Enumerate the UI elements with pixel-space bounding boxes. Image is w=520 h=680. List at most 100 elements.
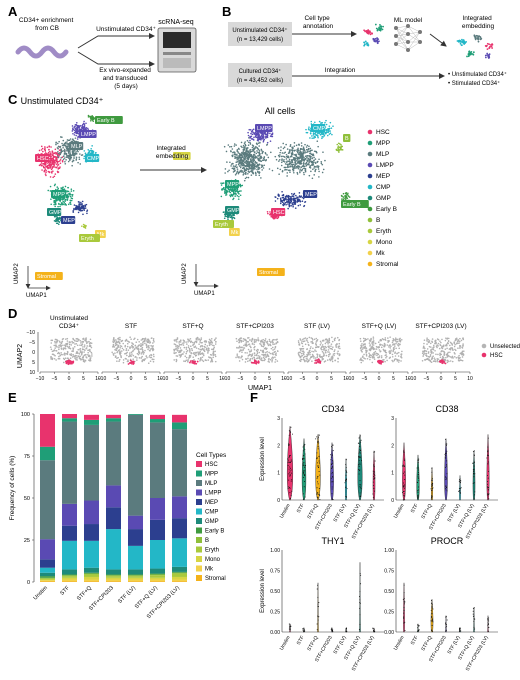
umap-dot (41, 147, 44, 150)
umap-dot (188, 348, 191, 351)
umap-dot (128, 352, 131, 354)
umap-dot (275, 354, 277, 357)
tick-label: 0 (254, 376, 257, 382)
umap-dot (320, 355, 323, 358)
umap-dot (311, 153, 314, 156)
umap-dot (91, 152, 94, 155)
umap-dot (262, 140, 265, 143)
umap-dot (243, 146, 246, 148)
umap-dot (324, 132, 327, 135)
umap-dot (265, 356, 267, 359)
umap-dot (277, 147, 280, 149)
umap-dot (66, 198, 69, 201)
umap-dot (368, 354, 371, 357)
cluster-label-text: GMP (49, 210, 62, 216)
umap-dot (325, 346, 327, 349)
umap-dot (257, 142, 260, 144)
umap-dot (337, 360, 339, 363)
umap-dot (322, 168, 325, 171)
tick-label: −10 (36, 376, 45, 382)
cluster-label-text: HSC (37, 156, 49, 162)
umap-dot (136, 347, 138, 349)
umap-dot (359, 337, 362, 340)
umap-dot (83, 126, 86, 129)
umap-dot (83, 124, 86, 126)
umap-dot (297, 199, 299, 201)
umap-axes-left: UMAP2 UMAP1 (14, 263, 51, 299)
umap-dot (291, 149, 294, 151)
umap-dot (150, 337, 153, 340)
umap-dot (289, 197, 292, 200)
umap-dot (69, 195, 72, 198)
umap-dot (178, 354, 181, 356)
umap-dot (62, 344, 64, 347)
hsc-dot (319, 360, 321, 363)
umap-dot (182, 339, 185, 341)
umap-dot (379, 350, 382, 353)
umap-dot (48, 145, 50, 148)
umap-dot (45, 171, 47, 174)
umap-dot (227, 187, 230, 190)
umap-dot (199, 358, 202, 361)
tick-label: −10 (222, 376, 231, 382)
umap-dot (303, 173, 305, 176)
umap-dot (236, 353, 239, 355)
umap-dot (284, 163, 287, 165)
tick-label: 5 (392, 376, 395, 382)
umap-dot (230, 145, 233, 148)
umap-dot (121, 347, 124, 350)
umap-dot (229, 161, 231, 164)
umap-dot (239, 185, 242, 188)
umap-dot (261, 164, 264, 167)
umap-dot (304, 155, 307, 158)
umap-dot (132, 358, 134, 360)
umap-dot (66, 195, 69, 198)
umap-dot (67, 203, 70, 206)
umap-dot (253, 340, 256, 342)
umap-dot (234, 157, 237, 159)
umap-dot (66, 190, 69, 192)
umap-dot (112, 354, 115, 356)
umap-dot (229, 188, 231, 191)
umap-dot (423, 342, 425, 345)
umap-dot (61, 341, 63, 344)
umap-dot (57, 156, 60, 159)
umap-dot (245, 176, 248, 179)
umap-dot (283, 152, 285, 154)
network-edge (395, 25, 409, 45)
umap-dot (52, 152, 54, 155)
umap-dot (362, 337, 365, 340)
hsc-dot (314, 359, 317, 362)
hsc-dot (257, 362, 260, 364)
umap-dot (58, 203, 60, 205)
umap-dot (178, 344, 181, 346)
umap-dot (71, 350, 73, 352)
umap-dot (81, 358, 83, 361)
umap-dot (370, 337, 372, 340)
umap-dot (288, 163, 290, 165)
umap-dot (313, 159, 315, 162)
umap-dot (247, 147, 249, 149)
umap-dot (306, 337, 309, 340)
umap-dot (53, 156, 56, 158)
umap-dot (317, 165, 320, 168)
umap-dot (62, 146, 64, 149)
umap-dot (241, 358, 244, 361)
umap-dot (57, 163, 60, 166)
umap-dot (248, 170, 250, 173)
umap-dot (365, 352, 367, 354)
umap-dot (235, 164, 238, 166)
umap-dot (300, 142, 303, 144)
umap-dot (151, 342, 154, 344)
umap-dot (257, 339, 260, 342)
umap-dot (72, 189, 75, 192)
umap-dot (261, 159, 264, 162)
integration-label: Integration (325, 67, 356, 74)
umap-dot (268, 168, 271, 170)
umap-dot (63, 142, 66, 145)
tick-label: −10 (160, 376, 169, 382)
umap-dot (393, 358, 396, 361)
umap-dot (283, 197, 286, 200)
umap-dot (371, 341, 374, 343)
umap-dot (207, 349, 209, 351)
